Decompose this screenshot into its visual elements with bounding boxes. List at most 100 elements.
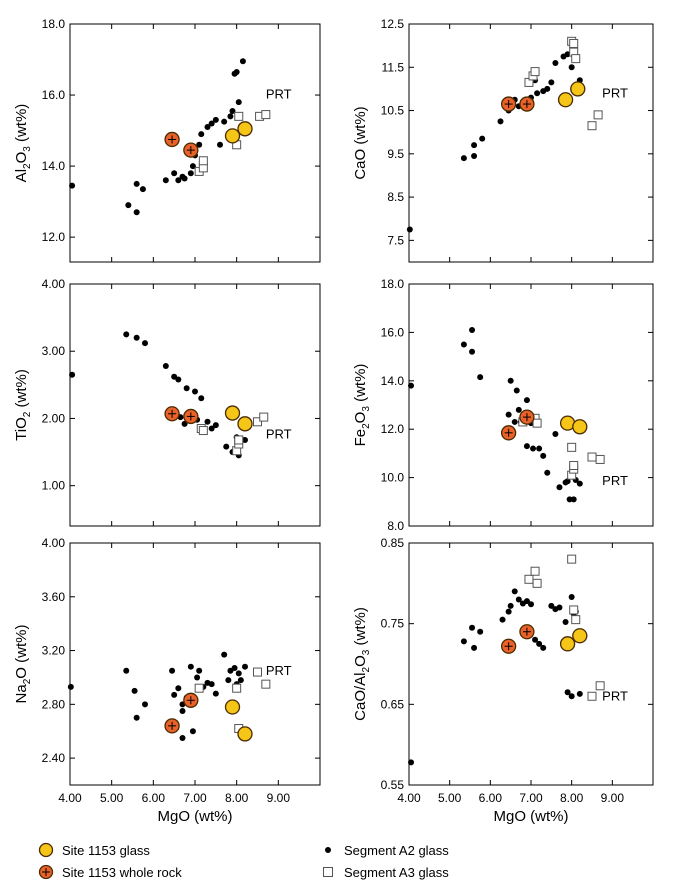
point-segment-a3 [198,426,208,436]
point-site-rock [500,96,517,112]
y-axis-label-part: 3 [361,649,372,655]
point-segment-a2 [576,690,583,697]
point-segment-a2 [133,334,140,341]
point-segment-a2 [217,141,223,148]
point-segment-a2 [123,331,130,338]
point-segment-a2 [540,452,547,459]
point-segment-a2 [175,376,182,383]
point-segment-a3 [253,667,262,677]
prt-annotation: PRT [602,473,628,488]
point-segment-a2 [208,120,215,127]
y-tick-label: 12.5 [381,17,405,31]
point-segment-a2 [187,663,194,670]
prt-annotation: PRT [602,688,628,703]
point-segment-a2 [179,734,186,741]
point-segment-a2 [223,443,230,450]
y-axis-label-part: (wt%) [13,369,30,412]
x-tick-label: 7.00 [183,791,207,805]
point-segment-a3 [530,67,540,77]
point-segment-a2 [204,124,211,131]
point-segment-a2 [242,436,248,443]
point-segment-a3 [569,38,579,48]
point-segment-a3 [530,566,540,576]
point-site-rock [164,131,180,148]
point-segment-a2 [568,693,575,700]
prt-annotation: PRT [266,87,292,102]
point-site-rock [500,638,517,654]
point-segment-a2 [460,155,467,162]
point-segment-a2 [532,636,539,643]
point-segment-a2 [568,64,575,71]
y-tick-label: 2.40 [42,751,66,765]
y-axis-label-part: 2 [22,163,33,169]
point-segment-a2 [505,608,512,615]
point-segment-a3 [253,417,262,427]
point-site-rock [183,692,199,708]
point-segment-a2 [162,177,169,184]
site-glass-marker-icon [38,842,54,858]
legend-site-rock: Site 1153 whole rock [38,864,182,880]
point-segment-a2 [548,602,555,609]
point-segment-a2 [169,667,176,674]
y-tick-label: 4.00 [42,536,66,550]
x-tick-label: 4.00 [397,791,421,805]
point-segment-a2 [139,186,146,193]
point-site-rock [519,624,535,640]
point-segment-a2 [227,113,234,120]
y-tick-label: 0.75 [381,617,405,631]
x-tick-label: 9.00 [601,791,625,805]
point-segment-a2 [189,163,196,170]
point-segment-a2 [67,683,74,690]
x-tick-label: 5.00 [438,791,462,805]
point-segment-a2 [171,691,178,698]
y-tick-label: 14.0 [381,374,405,388]
plot-frame [408,23,654,263]
point-segment-a3 [198,156,208,166]
point-segment-a2 [511,418,518,425]
point-segment-a2 [233,68,240,75]
y-tick-label: 1.00 [42,479,66,493]
point-segment-a2 [133,714,140,721]
point-segment-a2 [229,108,236,115]
point-site-glass [572,419,588,435]
point-segment-a3 [571,615,581,625]
y-axis-label-part: CaO/Al [352,672,369,720]
y-axis-label-part: Fe [352,429,369,447]
point-segment-a2 [179,708,186,715]
point-segment-a2 [208,681,215,688]
point-segment-a2 [239,58,246,65]
y-axis-label-part: O (wt%) [13,625,30,679]
y-tick-label: 3.20 [42,644,66,658]
point-segment-a2 [477,374,484,381]
point-segment-a3 [567,554,577,564]
point-segment-a2 [540,644,547,651]
point-segment-a2 [235,99,242,106]
y-tick-label: 9.5 [387,147,404,161]
point-segment-a2 [564,478,571,485]
point-segment-a2 [235,670,242,677]
y-axis-label-part: 2 [22,411,33,417]
point-segment-a3 [587,121,597,131]
point-segment-a3 [567,442,577,452]
point-segment-a3 [524,574,534,584]
point-segment-a3 [593,110,603,120]
y-tick-label: 0.85 [381,536,405,550]
x-tick-label: 4.00 [58,791,82,805]
point-segment-a2 [513,387,520,394]
point-segment-a2 [544,85,551,92]
point-site-rock [519,96,535,112]
point-segment-a3 [532,578,542,588]
panel-al2o3: 12.0 14.0 16.0 18.0 Al2O3 (wt%) PRT [13,17,321,263]
point-segment-a2 [225,677,232,684]
point-segment-a2 [479,135,486,142]
y-tick-label: 12.0 [381,422,405,436]
point-segment-a2 [552,59,559,66]
y-tick-label: 14.0 [42,159,66,173]
point-segment-a2 [231,665,238,672]
point-segment-a3 [261,110,271,120]
point-segment-a2 [204,418,211,425]
y-axis-label-part: 2 [361,666,372,672]
point-segment-a2 [183,385,190,392]
y-tick-label: 10.0 [381,471,405,485]
a3-marker-icon [323,867,333,877]
